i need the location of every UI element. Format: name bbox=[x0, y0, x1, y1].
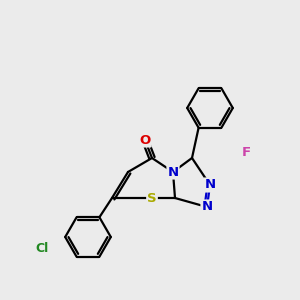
Text: N: N bbox=[201, 200, 213, 214]
Text: S: S bbox=[147, 191, 157, 205]
Text: F: F bbox=[242, 146, 250, 158]
Text: N: N bbox=[167, 166, 178, 178]
Text: O: O bbox=[140, 134, 151, 146]
Text: Cl: Cl bbox=[35, 242, 49, 254]
Text: N: N bbox=[204, 178, 216, 191]
